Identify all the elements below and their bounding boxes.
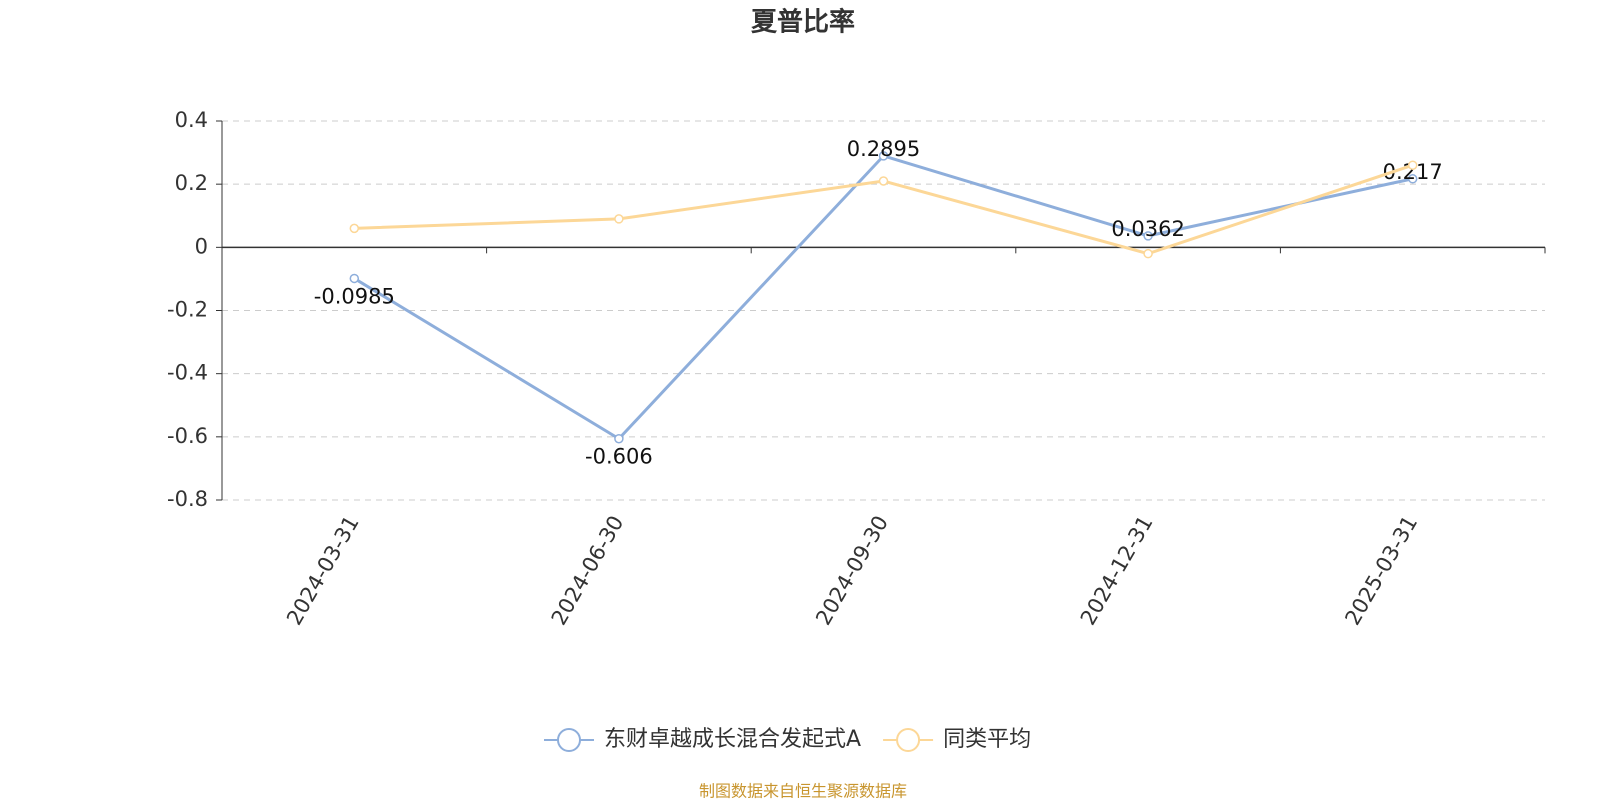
- legend-label: 东财卓越成长混合发起式A: [604, 727, 861, 752]
- y-tick-label: -0.8: [167, 487, 208, 511]
- point: [1143, 231, 1153, 241]
- x-tick-label: 2024-06-30: [547, 512, 629, 630]
- y-tick-label: 0.4: [175, 108, 208, 132]
- point: [1407, 160, 1418, 170]
- series-line: [353, 154, 1414, 441]
- point: [1143, 248, 1153, 259]
- data-label: 0.2895: [847, 137, 920, 161]
- data-label: -0.606: [585, 445, 653, 469]
- y-tick-label: -0.6: [167, 424, 208, 448]
- point: [878, 151, 889, 161]
- point: [614, 214, 624, 224]
- x-tick-label: 2024-12-31: [1076, 512, 1158, 630]
- data-label: 0.0362: [1111, 217, 1184, 241]
- point: [349, 273, 360, 284]
- data-label: -0.0985: [314, 284, 395, 308]
- point: [1407, 174, 1418, 184]
- point: [878, 176, 889, 186]
- y-tick-label: -0.2: [167, 298, 208, 322]
- y-tick-label: -0.4: [167, 361, 208, 385]
- y-tick-label: 0.2: [175, 171, 208, 195]
- x-tick-label: 2024-03-31: [282, 512, 364, 630]
- source-note: 制图数据来自恒生聚源数据库: [699, 782, 907, 800]
- x-tick-label: 2024-09-30: [811, 512, 893, 630]
- legend-label: 同类平均: [943, 727, 1031, 752]
- x-tick-label: 2025-03-31: [1340, 512, 1422, 630]
- chart-title: 夏普比率: [751, 7, 855, 38]
- legend-symbol: [557, 728, 581, 752]
- point: [349, 223, 360, 234]
- y-tick-label: 0: [195, 234, 208, 258]
- point: [614, 433, 624, 444]
- legend-symbol: [896, 728, 921, 752]
